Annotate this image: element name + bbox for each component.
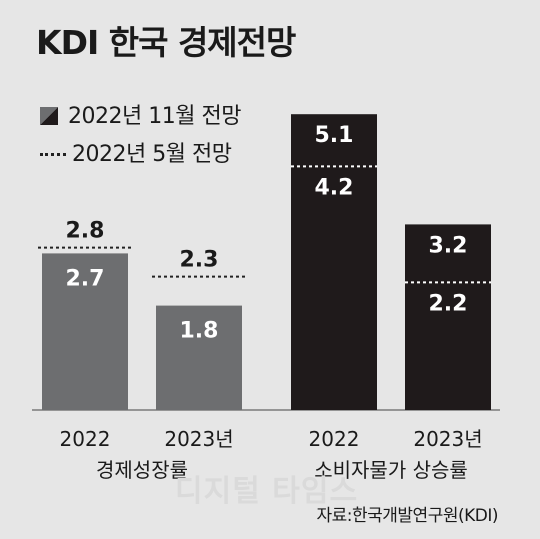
value-label-may-g0-c0: 2.8 bbox=[66, 219, 105, 244]
value-label-november-g0-c0: 2.7 bbox=[66, 266, 105, 291]
bar-november-g1-c1 bbox=[405, 224, 491, 410]
category-label-g0-c1: 2023년 bbox=[164, 427, 233, 451]
legend-swatch-november bbox=[40, 107, 58, 125]
group-label-1: 소비자물가 상승률 bbox=[314, 458, 468, 482]
legend-label-november: 2022년 11월 전망 bbox=[68, 104, 241, 129]
value-label-november-g1-c0: 5.1 bbox=[315, 123, 354, 148]
bar-november-g0-c1 bbox=[156, 305, 242, 410]
watermark-text: 디지털 타임스 bbox=[175, 474, 359, 509]
value-label-november-g0-c1: 1.8 bbox=[180, 319, 219, 344]
value-label-may-g0-c1: 2.3 bbox=[180, 248, 219, 273]
category-label-g0-c0: 2022 bbox=[60, 427, 111, 451]
value-label-may-g1-c0: 4.2 bbox=[315, 175, 354, 200]
group-label-0: 경제성장률 bbox=[96, 458, 188, 482]
chart-title: KDI 한국 경제전망 bbox=[36, 23, 296, 62]
legend-dotted-line-may bbox=[40, 153, 66, 156]
legend-label-may: 2022년 5월 전망 bbox=[72, 142, 232, 167]
value-label-november-g1-c1: 3.2 bbox=[429, 233, 468, 258]
bar-november-g1-c0 bbox=[291, 114, 377, 410]
value-label-may-g1-c1: 2.2 bbox=[429, 291, 468, 316]
category-label-g1-c0: 2022 bbox=[309, 427, 360, 451]
category-label-g1-c1: 2023년 bbox=[413, 427, 482, 451]
bar-november-g0-c0 bbox=[42, 253, 128, 410]
source-note: 자료:한국개발연구원(KDI) bbox=[316, 506, 498, 526]
legend-item-may: 2022년 5월 전망 bbox=[40, 136, 232, 168]
legend-item-november: 2022년 11월 전망 bbox=[40, 98, 241, 130]
